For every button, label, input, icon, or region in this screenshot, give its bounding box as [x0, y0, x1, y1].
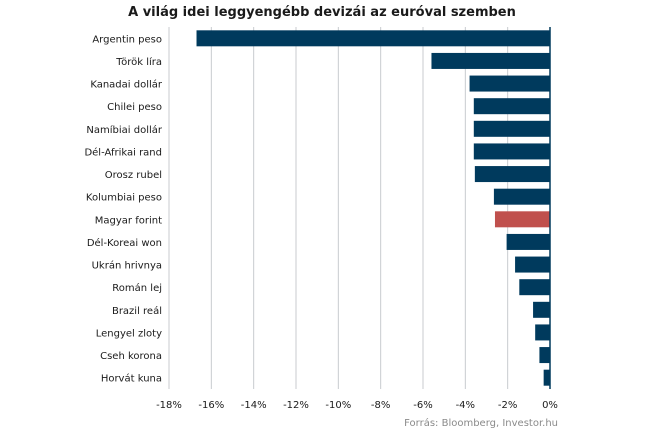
bar: [543, 369, 550, 386]
category-label: Magyar forint: [95, 215, 162, 226]
chart-title: A világ idei leggyengébb devizái az euró…: [128, 5, 516, 20]
grid-lines: [168, 27, 509, 389]
x-tick-label: 0%: [542, 400, 558, 411]
category-label: Kanadai dollár: [90, 79, 163, 91]
x-tick-label: -2%: [498, 400, 517, 411]
bar: [493, 188, 550, 205]
category-label: Török líra: [115, 56, 162, 68]
bar: [494, 211, 550, 228]
category-label: Argentin peso: [92, 34, 162, 45]
category-label: Román lej: [112, 282, 162, 294]
bar: [535, 324, 550, 341]
category-label: Chilei peso: [107, 102, 162, 113]
x-tick-label: -18%: [156, 400, 182, 411]
category-label: Ukrán hrivnya: [92, 260, 162, 272]
x-tick-label: -12%: [283, 400, 309, 411]
bar: [473, 98, 550, 115]
category-label: Kolumbiai peso: [86, 193, 162, 204]
source-note: Forrás: Bloomberg, Investor.hu: [404, 417, 558, 429]
x-tick-label: -4%: [456, 400, 475, 411]
category-label: Dél-Afrikai rand: [84, 146, 162, 158]
bar: [474, 166, 550, 183]
bar: [469, 75, 550, 92]
category-label: Orosz rubel: [105, 170, 162, 181]
category-label: Cseh korona: [100, 351, 162, 362]
bar: [539, 347, 550, 364]
bar: [473, 120, 550, 137]
bars: [196, 30, 550, 386]
x-tick-labels: -18% -16% -14% -12% -10% -8% -6% -4% -2% 0%: [156, 400, 558, 411]
category-label: Lengyel zloty: [96, 328, 162, 339]
category-label: Horvát kuna: [101, 373, 162, 385]
x-tick-label: -8%: [371, 400, 390, 411]
x-tick-label: -14%: [241, 400, 267, 411]
x-tick-label: -16%: [198, 400, 224, 411]
category-label: Dél-Koreai won: [87, 237, 162, 249]
bar: [533, 301, 550, 318]
bar: [519, 279, 550, 296]
bar: [515, 256, 550, 273]
bar: [506, 233, 550, 250]
bar: [431, 52, 550, 69]
category-label: Namíbiai dollár: [86, 124, 162, 136]
category-label: Brazil reál: [112, 305, 162, 317]
x-tick-label: -6%: [413, 400, 432, 411]
x-tick-label: -10%: [325, 400, 351, 411]
bar: [196, 30, 550, 47]
category-labels: Argentin peso Török líra Kanadai dollár Chi…: [84, 34, 162, 384]
bar: [473, 143, 550, 160]
